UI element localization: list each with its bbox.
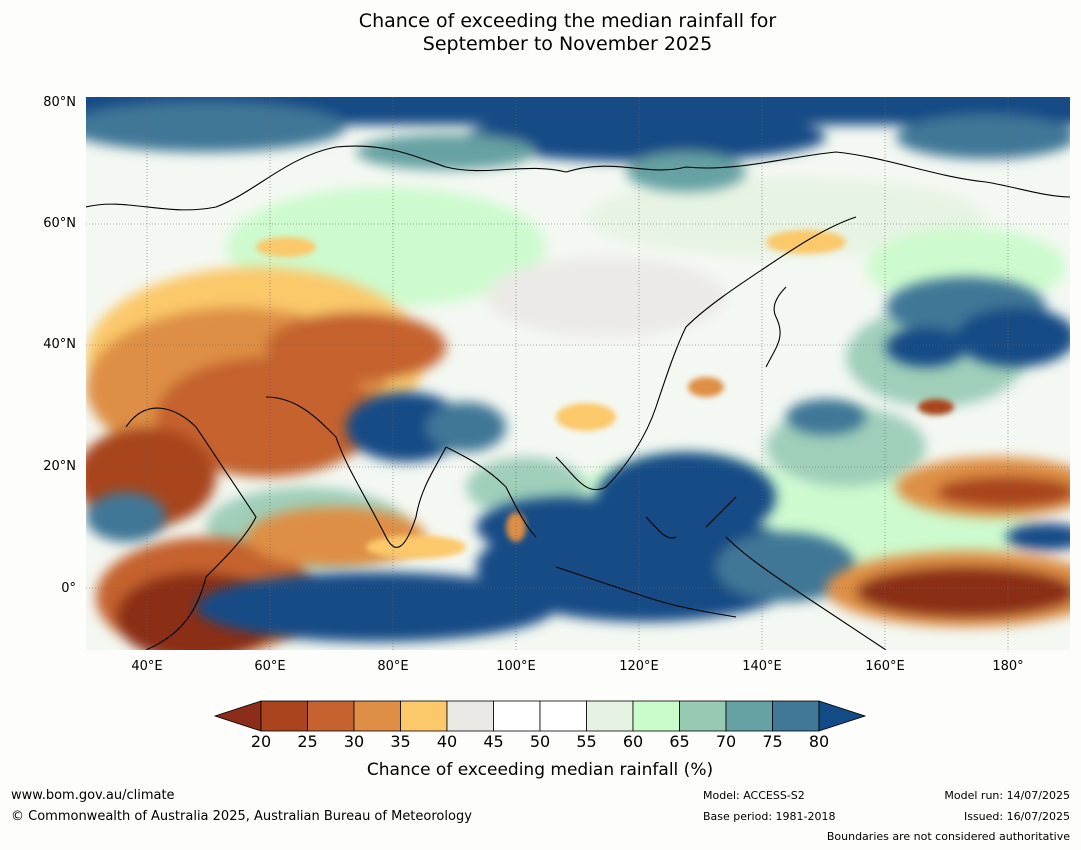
colorbar-tick-40: 40 bbox=[436, 732, 458, 751]
colorbar-cell-20-25 bbox=[260, 700, 308, 732]
footer-url: www.bom.gov.au/climate bbox=[11, 788, 175, 803]
footer-disclaimer: Boundaries are not considered authoritat… bbox=[826, 830, 1070, 843]
colorbar-cell-60-65 bbox=[632, 700, 680, 732]
lat-label-0: 0° bbox=[61, 581, 76, 596]
colorbar-below-arrow bbox=[214, 700, 262, 732]
colorbar-above-arrow bbox=[818, 700, 866, 732]
colorbar-cell-35-40 bbox=[400, 700, 448, 732]
colorbar-tick-60: 60 bbox=[622, 732, 644, 751]
map-title: Chance of exceeding the median rainfall … bbox=[0, 10, 1081, 56]
lon-label-40e: 40°E bbox=[131, 659, 163, 674]
lon-label-120e: 120°E bbox=[619, 659, 659, 674]
colorbar-tick-30: 30 bbox=[343, 732, 365, 751]
footer-model: Model: ACCESS-S2 bbox=[703, 789, 805, 802]
colorbar-cell-40-45 bbox=[446, 700, 494, 732]
lat-label-60n: 60°N bbox=[43, 216, 76, 231]
colorbar-cell-45-50 bbox=[493, 700, 541, 732]
lon-label-60e: 60°E bbox=[254, 659, 286, 674]
coastlines bbox=[86, 145, 1070, 650]
footer-model-run: Model run: 14/07/2025 bbox=[944, 789, 1070, 802]
title-line-2: September to November 2025 bbox=[422, 33, 713, 55]
lat-label-80n: 80°N bbox=[43, 95, 76, 110]
colorbar-cell-75-80 bbox=[772, 700, 820, 732]
colorbar-tick-20: 20 bbox=[250, 732, 272, 751]
lon-label-160e: 160°E bbox=[865, 659, 905, 674]
lon-label-140e: 140°E bbox=[742, 659, 782, 674]
colorbar-tick-25: 25 bbox=[297, 732, 318, 751]
colorbar-tick-65: 65 bbox=[669, 732, 690, 751]
colorbar-cell-65-70 bbox=[679, 700, 727, 732]
colorbar-tick-80: 80 bbox=[808, 732, 830, 751]
title-line-1: Chance of exceeding the median rainfall … bbox=[358, 10, 777, 32]
colorbar-tick-70: 70 bbox=[715, 732, 737, 751]
colorbar-tick-55: 55 bbox=[576, 732, 597, 751]
colorbar bbox=[214, 700, 866, 732]
rainfall-map-svg bbox=[86, 97, 1070, 650]
colorbar-tick-50: 50 bbox=[529, 732, 551, 751]
graticule bbox=[86, 97, 1070, 650]
colorbar-cell-25-30 bbox=[307, 700, 355, 732]
colorbar-cell-70-75 bbox=[725, 700, 773, 732]
colorbar-tick-35: 35 bbox=[390, 732, 411, 751]
lon-label-80e: 80°E bbox=[377, 659, 409, 674]
lat-label-40n: 40°N bbox=[43, 337, 76, 352]
rainfall-map bbox=[86, 97, 1070, 650]
colorbar-cell-50-55 bbox=[539, 700, 587, 732]
lon-label-100e: 100°E bbox=[496, 659, 536, 674]
footer-copyright: © Commonwealth of Australia 2025, Austra… bbox=[11, 809, 472, 824]
colorbar-tick-75: 75 bbox=[762, 732, 783, 751]
footer-issued: Issued: 16/07/2025 bbox=[963, 810, 1070, 823]
lat-label-20n: 20°N bbox=[43, 459, 76, 474]
colorbar-tick-45: 45 bbox=[483, 732, 504, 751]
footer-base-period: Base period: 1981-2018 bbox=[703, 810, 836, 823]
colorbar-cell-55-60 bbox=[586, 700, 634, 732]
colorbar-label: Chance of exceeding median rainfall (%) bbox=[366, 760, 714, 780]
lon-label-180: 180° bbox=[992, 659, 1024, 674]
colorbar-cell-30-35 bbox=[353, 700, 401, 732]
